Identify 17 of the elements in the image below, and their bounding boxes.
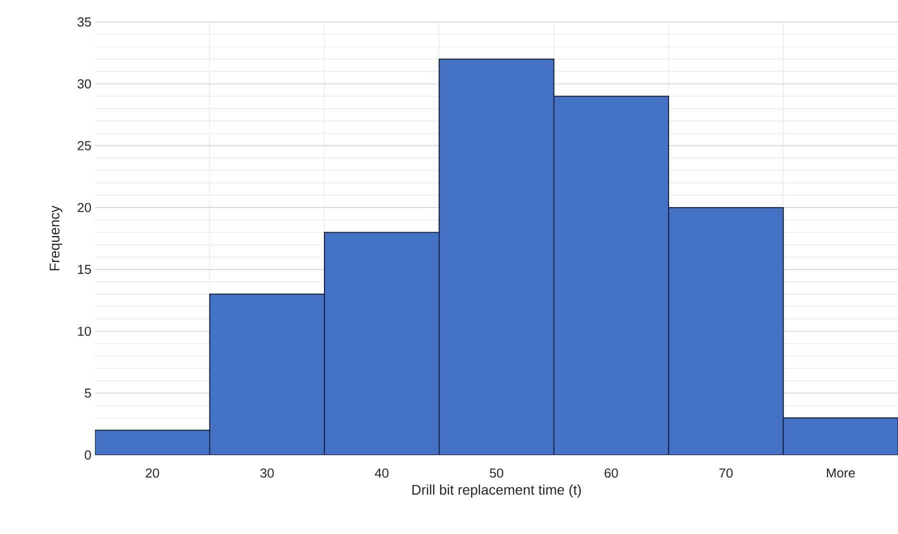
x-tick-label: 70 [719,468,733,478]
y-tick-label: 20 [78,202,91,212]
y-tick-label: 15 [78,264,91,274]
y-tick-label: 35 [78,17,91,27]
x-tick-label: 30 [260,468,274,478]
x-tick-label: 20 [146,468,160,478]
x-tick-label: More [826,468,855,478]
x-tick-label: 50 [490,468,504,478]
y-axis-title: Frequency [50,206,62,270]
y-tick-label: 25 [78,141,91,150]
x-axis-title: Drill bit replacement time (t) [412,484,581,498]
y-tick-label: 10 [78,326,91,336]
y-tick-label: 0 [84,450,91,460]
y-tick-label: 5 [84,388,91,398]
x-tick-label: 60 [604,468,618,478]
x-tick-label: 40 [374,468,388,478]
y-tick-label: 30 [78,79,91,88]
